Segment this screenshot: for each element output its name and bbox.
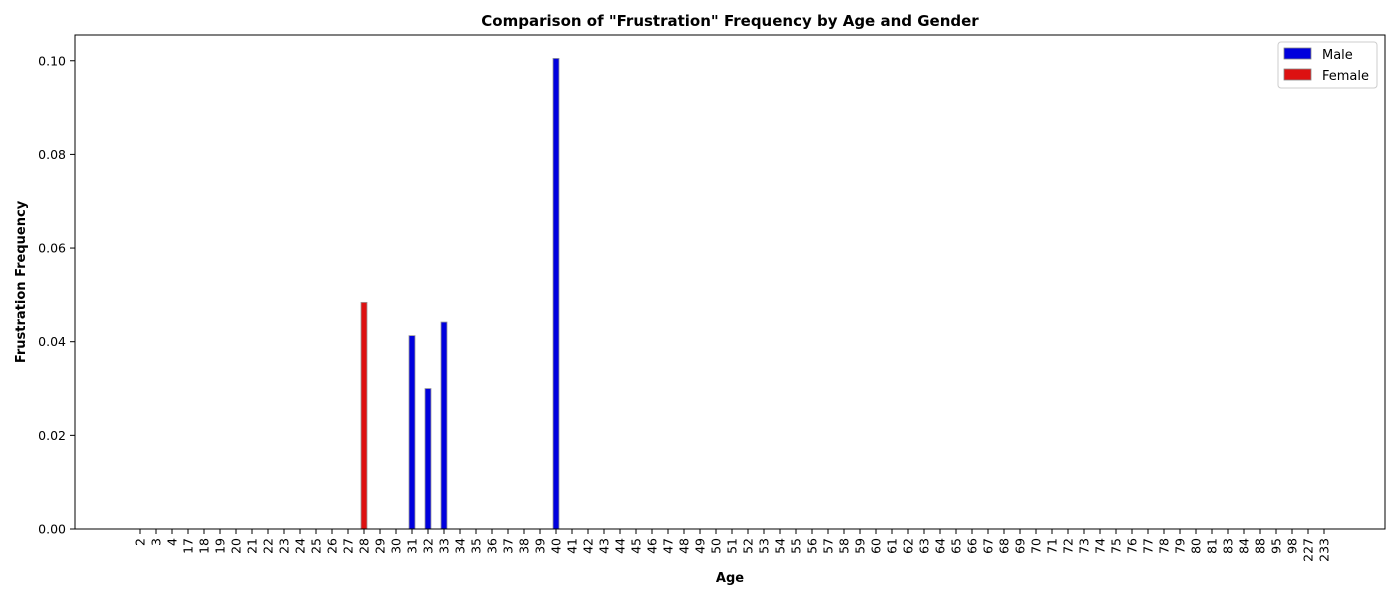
x-tick-label: 64 — [933, 538, 948, 554]
x-tick-label: 79 — [1173, 538, 1188, 554]
bars-layer — [360, 58, 560, 530]
x-tick-label: 38 — [517, 538, 532, 554]
x-tick-label: 17 — [181, 538, 196, 554]
x-tick-label: 3 — [149, 538, 164, 546]
x-tick-label: 36 — [485, 538, 500, 554]
x-tick-label: 66 — [965, 538, 980, 554]
x-tick-label: 4 — [165, 538, 180, 546]
x-tick-label: 65 — [949, 538, 964, 554]
x-tick-label: 54 — [773, 538, 788, 554]
x-tick-label: 23 — [277, 538, 292, 554]
x-tick-label: 43 — [597, 538, 612, 554]
legend-swatch-male — [1283, 47, 1312, 60]
x-tick-label: 75 — [1109, 538, 1124, 554]
x-tick-label: 63 — [917, 538, 932, 554]
x-tick-label: 26 — [325, 538, 340, 554]
legend-label-female: Female — [1322, 69, 1369, 84]
x-tick-label: 52 — [741, 538, 756, 554]
bar-male-32 — [424, 388, 432, 530]
x-tick-label: 28 — [357, 538, 372, 554]
x-tick-label: 77 — [1141, 538, 1156, 554]
x-tick-label: 48 — [677, 538, 692, 554]
x-tick-label: 34 — [453, 538, 468, 554]
x-tick-label: 61 — [885, 538, 900, 554]
x-tick-label: 31 — [405, 538, 420, 554]
x-tick-label: 25 — [309, 538, 324, 554]
x-tick-label: 57 — [821, 538, 836, 554]
x-tick-label: 55 — [789, 538, 804, 554]
x-tick-label: 68 — [997, 538, 1012, 554]
x-tick-label: 18 — [197, 538, 212, 554]
x-tick-label: 19 — [213, 538, 228, 554]
x-tick-label: 51 — [725, 538, 740, 554]
y-tick-label: 0.02 — [38, 428, 66, 443]
x-axis-label: Age — [716, 571, 744, 586]
x-tick-label: 98 — [1285, 538, 1300, 554]
x-tick-label: 30 — [389, 538, 404, 554]
x-tick-label: 58 — [837, 538, 852, 554]
x-tick-label: 33 — [437, 538, 452, 554]
x-tick-label: 35 — [469, 538, 484, 554]
x-tick-label: 60 — [869, 538, 884, 554]
x-tick-label: 46 — [645, 538, 660, 554]
x-tick-label: 32 — [421, 538, 436, 554]
x-axis-ticks: 2 3 4 17 18 19 20 21 22 23 24 25 26 27 28 29 30 31 32 33 34 3… — [133, 529, 1332, 562]
bar-male-40 — [552, 58, 560, 530]
legend-label-male: Male — [1322, 48, 1353, 63]
x-tick-label: 44 — [613, 538, 628, 554]
x-tick-label: 40 — [549, 538, 564, 554]
x-tick-label: 20 — [229, 538, 244, 554]
x-tick-label: 72 — [1061, 538, 1076, 554]
x-tick-label: 81 — [1205, 538, 1220, 554]
x-tick-label: 2 — [133, 538, 148, 546]
x-tick-label: 53 — [757, 538, 772, 554]
x-tick-label: 50 — [709, 538, 724, 554]
x-tick-label: 233 — [1317, 538, 1332, 562]
x-tick-label: 227 — [1301, 538, 1316, 562]
x-tick-label: 37 — [501, 538, 516, 554]
x-tick-label: 56 — [805, 538, 820, 554]
x-tick-label: 24 — [293, 538, 308, 554]
y-tick-label: 0.00 — [38, 522, 66, 537]
x-tick-label: 84 — [1237, 538, 1252, 554]
x-tick-label: 62 — [901, 538, 916, 554]
legend: Male Female — [1277, 41, 1378, 89]
x-tick-label: 47 — [661, 538, 676, 554]
x-tick-label: 45 — [629, 538, 644, 554]
y-axis-ticks: 0.00 0.02 0.04 0.06 0.08 0.10 — [38, 53, 75, 537]
x-tick-label: 39 — [533, 538, 548, 554]
x-tick-label: 67 — [981, 538, 996, 554]
x-tick-label: 29 — [373, 538, 388, 554]
x-tick-label: 78 — [1157, 538, 1172, 554]
x-tick-label: 80 — [1189, 538, 1204, 554]
y-tick-label: 0.10 — [38, 53, 66, 68]
x-tick-label: 49 — [693, 538, 708, 554]
bar-male-31 — [408, 335, 416, 530]
x-tick-label: 88 — [1253, 538, 1268, 554]
chart-title: Comparison of "Frustration" Frequency by… — [481, 12, 979, 30]
x-tick-label: 69 — [1013, 538, 1028, 554]
x-tick-label: 76 — [1125, 538, 1140, 554]
x-tick-label: 42 — [581, 538, 596, 554]
x-tick-label: 74 — [1093, 538, 1108, 554]
plot-frame — [74, 34, 1386, 530]
y-axis-label: Frustration Frequency — [14, 200, 29, 363]
x-tick-label: 21 — [245, 538, 260, 554]
x-tick-label: 41 — [565, 538, 580, 554]
bar-female-28 — [360, 301, 368, 530]
x-tick-label: 27 — [341, 538, 356, 554]
x-tick-label: 59 — [853, 538, 868, 554]
y-tick-label: 0.06 — [38, 241, 66, 256]
x-tick-label: 73 — [1077, 538, 1092, 554]
x-tick-label: 83 — [1221, 538, 1236, 554]
bar-male-33 — [440, 321, 448, 530]
legend-swatch-female — [1283, 68, 1312, 81]
y-tick-label: 0.08 — [38, 147, 66, 162]
x-tick-label: 95 — [1269, 538, 1284, 554]
x-tick-label: 22 — [261, 538, 276, 554]
x-tick-label: 71 — [1045, 538, 1060, 554]
x-tick-label: 70 — [1029, 538, 1044, 554]
y-tick-label: 0.04 — [38, 334, 66, 349]
